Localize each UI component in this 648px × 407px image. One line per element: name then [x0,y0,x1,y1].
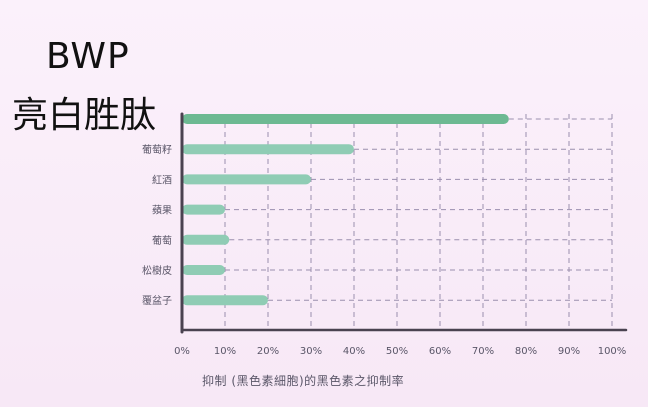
x-tick-label: 40% [343,346,365,357]
bar [182,144,354,155]
category-label: 葡萄籽 [142,143,172,156]
bar [182,174,311,185]
x-tick-label: 30% [300,346,322,357]
x-tick-label: 50% [386,346,408,357]
x-tick-label: 0% [174,346,190,357]
x-tick-label: 100% [598,346,627,357]
bar [182,295,268,306]
grid [224,114,613,330]
bar [182,234,230,245]
category-label: 葡萄 [152,234,172,247]
x-axis-title: 抑制 (黑色素細胞)的黑色素之抑制率 [202,374,405,388]
chart-title-line1: BWP [46,36,130,77]
x-tick-label: 20% [257,346,279,357]
chart-title-line2: 亮白胜肽 [12,95,157,136]
category-label: 紅酒 [152,174,172,186]
x-tick-label: 10% [214,346,236,357]
x-tick-label: 80% [515,346,537,357]
x-tick-label: 90% [558,346,580,357]
axes [180,112,628,334]
bars [182,114,509,306]
x-tick-label: 70% [472,346,494,357]
x-tick-label: 60% [429,346,451,357]
category-label: 蘋果 [152,205,172,217]
bar [182,204,225,215]
bar [182,265,225,275]
bar [182,114,509,124]
category-label: 覆盆子 [142,294,172,307]
category-label: 松樹皮 [142,264,172,277]
